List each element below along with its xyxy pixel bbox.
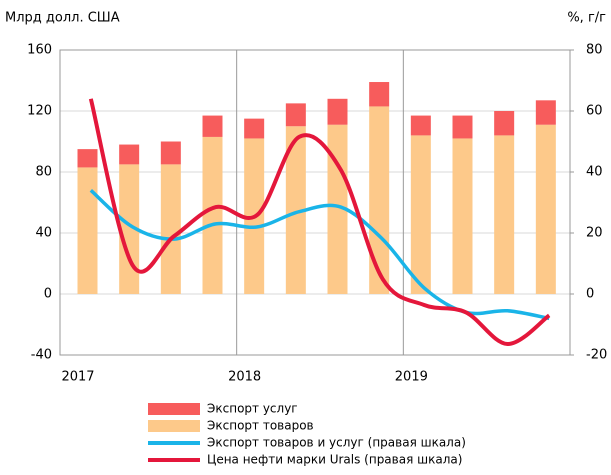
bar xyxy=(285,103,306,127)
bar xyxy=(119,144,140,165)
bar xyxy=(494,111,515,136)
legend-label: Цена нефти марки Urals (правая шкала) xyxy=(207,453,462,467)
x-tick-label: 2017 xyxy=(61,370,94,385)
y-tick-label: 80 xyxy=(35,165,52,180)
bar xyxy=(410,115,431,136)
y-tick-label: 120 xyxy=(27,104,52,119)
bar xyxy=(535,100,556,125)
y-tick-label: 0 xyxy=(44,287,52,302)
y-axis-label: Млрд долл. США xyxy=(5,11,120,26)
bar xyxy=(535,124,556,294)
bar xyxy=(244,118,265,139)
legend-label: Экспорт услуг xyxy=(207,402,298,416)
y2-tick-label: 80 xyxy=(586,43,603,58)
y2-tick-label: 0 xyxy=(586,287,594,302)
bar xyxy=(327,98,348,125)
bar xyxy=(369,82,390,107)
bar xyxy=(77,167,98,294)
y-tick-label: 160 xyxy=(27,43,52,58)
y2-tick-label: -20 xyxy=(586,348,607,363)
bar xyxy=(327,124,348,294)
bar xyxy=(202,136,223,294)
bar xyxy=(452,115,473,139)
bar xyxy=(410,135,431,294)
y-tick-label: -40 xyxy=(31,348,52,363)
bar xyxy=(119,164,140,294)
bar xyxy=(369,106,390,294)
legend-swatch xyxy=(148,403,200,415)
bar xyxy=(202,115,223,137)
plot-frame xyxy=(59,49,571,356)
legend-label: Экспорт товаров и услуг (правая шкала) xyxy=(207,436,466,450)
bar xyxy=(77,149,98,168)
legend-label: Экспорт товаров xyxy=(207,419,314,433)
y-tick-label: 40 xyxy=(35,226,52,241)
bar xyxy=(494,135,515,294)
y2-axis-label: %, г/г xyxy=(567,11,606,26)
bar xyxy=(160,141,181,165)
line xyxy=(88,98,551,347)
x-tick-label: 2018 xyxy=(228,370,261,385)
bar xyxy=(160,164,181,294)
bar xyxy=(285,126,306,294)
x-tick-label: 2019 xyxy=(395,370,428,385)
bar xyxy=(452,138,473,294)
legend-swatch xyxy=(148,420,200,432)
legend: Экспорт услуг Экспорт товаров Экспорт това… xyxy=(148,402,466,467)
y2-tick-label: 20 xyxy=(586,226,603,241)
y2-tick-label: 40 xyxy=(586,165,603,180)
y2-tick-label: 60 xyxy=(586,104,603,119)
